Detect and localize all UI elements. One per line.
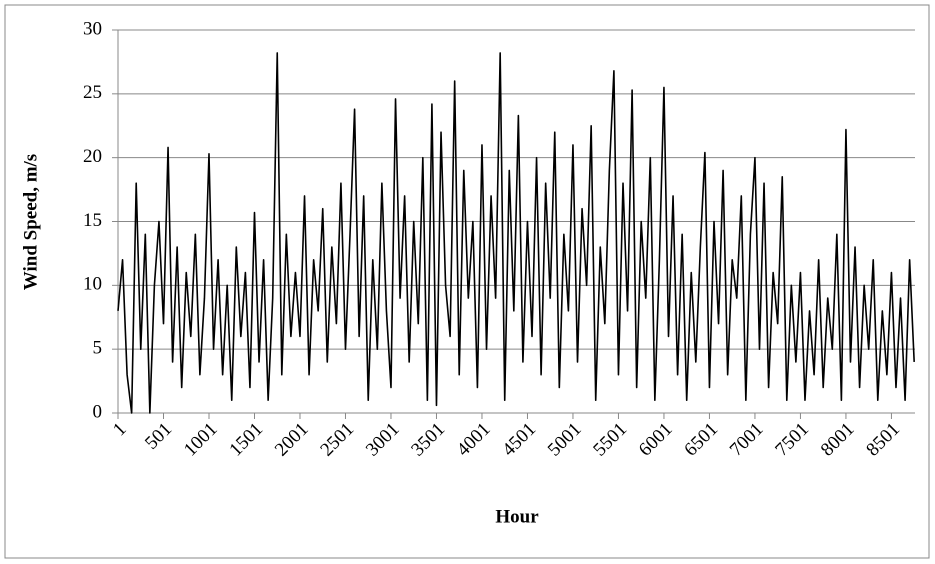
y-tick-label: 0 <box>93 401 103 422</box>
y-tick-label: 15 <box>83 210 102 231</box>
line-series <box>117 52 915 414</box>
x-axis-title: Hour <box>495 506 539 527</box>
y-axis-title: Wind Speed, m/s <box>20 154 41 290</box>
y-tick-label: 25 <box>83 82 102 103</box>
y-tick-label: 30 <box>83 18 102 39</box>
y-tick-label: 5 <box>93 338 103 359</box>
y-tick-label: 20 <box>83 146 102 167</box>
y-tick-label: 10 <box>83 274 102 295</box>
